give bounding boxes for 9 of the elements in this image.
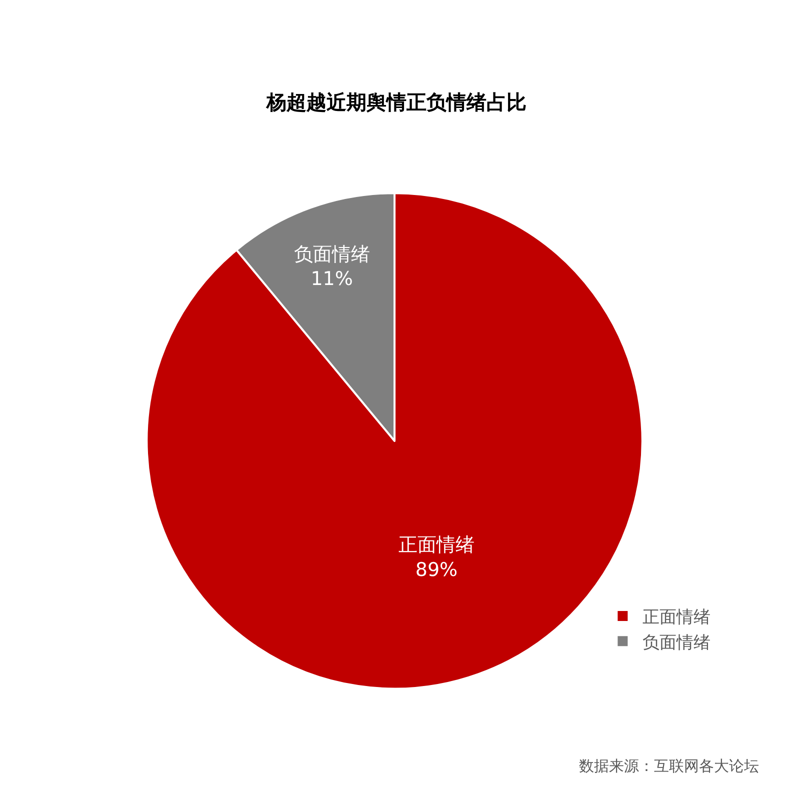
source-note: 数据来源：互联网各大论坛 xyxy=(579,757,759,775)
slice-label: 负面情绪 xyxy=(294,243,370,266)
pie-slice xyxy=(146,192,644,690)
legend-label: 负面情绪 xyxy=(642,632,711,653)
data-label: 11% xyxy=(310,268,353,290)
data-label: 89% xyxy=(415,558,458,581)
legend-label: 正面情绪 xyxy=(642,608,711,628)
chart-title: 杨超越近期舆情正负情绪占比 xyxy=(266,90,526,114)
slice-label: 正面情绪 xyxy=(398,534,474,556)
